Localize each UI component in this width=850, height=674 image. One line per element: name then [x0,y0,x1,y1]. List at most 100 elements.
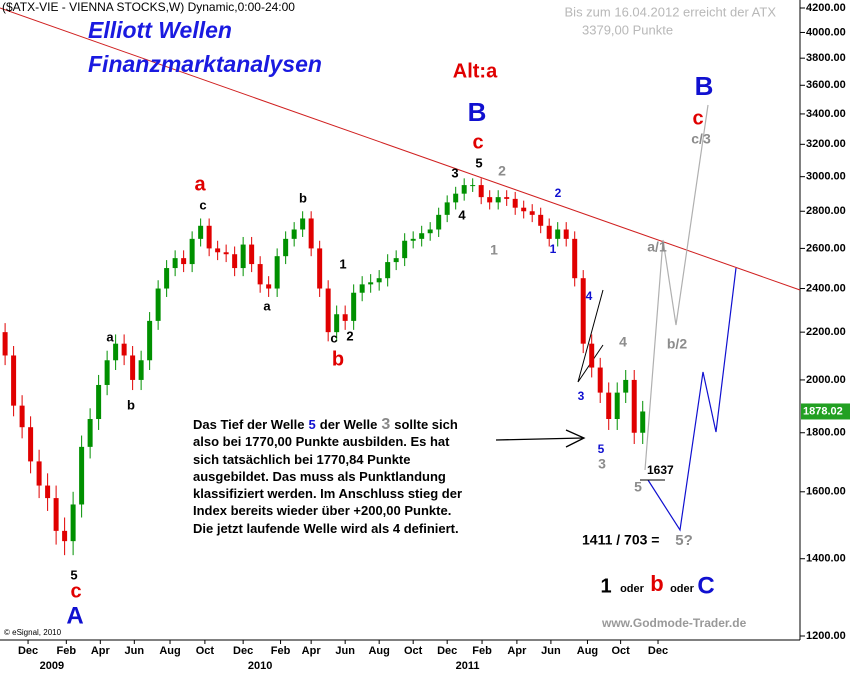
x-tick-label: Apr [302,645,322,657]
candle-body [614,392,620,420]
annotation: 4 [458,207,466,222]
note: Das Tief der Welle 5 der Welle 3 sollte sich… [193,416,462,537]
candle-body [62,530,68,542]
candle-body [325,288,331,333]
blue-projection [647,267,737,532]
x-tick-label: Oct [404,645,423,657]
candle-body [155,288,161,321]
last-price-box [801,403,850,420]
candle-body [453,193,459,203]
note-line: Die jetzt laufende Welle wird als 4 defi… [193,520,459,536]
x-tick-label: Feb [271,645,291,657]
candle-body [104,360,110,385]
x-tick-label: Jun [541,645,561,657]
candle-body [597,367,603,393]
candle-body [504,197,510,199]
annotation: 2 [555,186,562,200]
annotation: c [472,131,483,153]
brand: Elliott Wellen [88,17,232,43]
candle-body [308,218,314,249]
annotation: b [650,571,663,596]
note-line: sich tatsächlich bei 1770,84 Punkte [193,451,411,467]
y-tick-label: 4000.00 [806,26,846,38]
note-line: klassifiziert werden. Im Anschluss stieg… [193,486,463,502]
candle-body [512,198,518,208]
candle-body [495,197,501,203]
candle-body [130,355,136,380]
annotation: www.Godmode-Trader.de [601,616,747,630]
annotation: 3 [578,389,585,403]
year-label: 2011 [456,660,480,672]
candle-body [393,258,399,263]
candle-body [96,384,102,420]
y-tick-label: 3200.00 [806,138,846,150]
annotation: © eSignal, 2010 [4,628,62,637]
y-tick-label: 2800.00 [806,205,846,217]
note-line: Das Tief der Welle 5 der Welle 3 sollte sich [193,416,462,433]
candle-body [121,343,127,356]
annotation: 5 [70,567,77,582]
candle-body [274,256,280,289]
candle-body [45,485,51,499]
annotation: 3 [598,456,606,472]
y-tick-label: 4200.00 [806,2,846,14]
y-tick-label: 2200.00 [806,326,846,338]
year-label: 2010 [248,660,272,672]
x-tick-label: Apr [91,645,111,657]
note-line: ausgebildet. Das muss als Punktlandung [193,468,446,484]
candle-body [606,392,612,420]
candle-body [266,284,272,289]
forecast-note: 3379,00 Punkte [582,22,673,37]
year-label: 2009 [40,660,64,672]
note-text: 3 [381,416,391,433]
candle-body [410,238,416,241]
annotation: 1411 / 703 = [582,532,659,548]
last-price: 1878.02 [803,405,843,417]
annotation: c [692,107,703,129]
annotation: B [468,97,487,127]
candle-body [28,427,34,462]
note-text: der Welle [319,417,378,432]
annotation: 3 [451,165,458,180]
candle-body [19,405,25,428]
candle-body [87,419,93,447]
annotation: 5 [598,442,605,456]
annotation: 5 [634,479,642,495]
candle-body [198,225,204,239]
y-tick-label: 2400.00 [806,282,846,294]
annotation: a [106,329,114,344]
candle-body [461,185,467,194]
candle-body [436,214,442,230]
candle-body [53,498,59,531]
candle-body [631,379,637,433]
candle-body [563,229,569,239]
annotation: 1637 [647,463,674,477]
candle-body [11,355,17,406]
annotation: A [66,602,83,629]
note-text: 5 [308,417,316,432]
arrow-head [565,429,586,448]
annotation: a/1 [647,239,667,255]
x-tick-label: Aug [159,645,180,657]
candle-body [172,258,178,269]
candle-body [36,461,42,486]
triangle-lines [577,289,604,383]
candle-body [240,244,246,269]
note-text: Das Tief der Welle [193,417,305,432]
candle-body [368,282,374,285]
candle-body [342,314,348,321]
candle-body [546,225,552,239]
candle-body [215,248,221,253]
x-tick-label: Dec [18,645,38,657]
chart-title: ($ATX-VIE - VIENNA STOCKS,W) Dynamic,0:0… [2,0,295,14]
annotation: 2 [346,328,353,343]
candle-body [79,446,85,505]
x-tick-label: Dec [648,645,668,657]
candle-body [257,264,263,285]
candle-body [164,268,170,289]
candle-body [589,343,595,368]
x-tick-label: Feb [472,645,492,657]
candle-body [487,197,493,203]
annotation: 2 [498,163,506,179]
